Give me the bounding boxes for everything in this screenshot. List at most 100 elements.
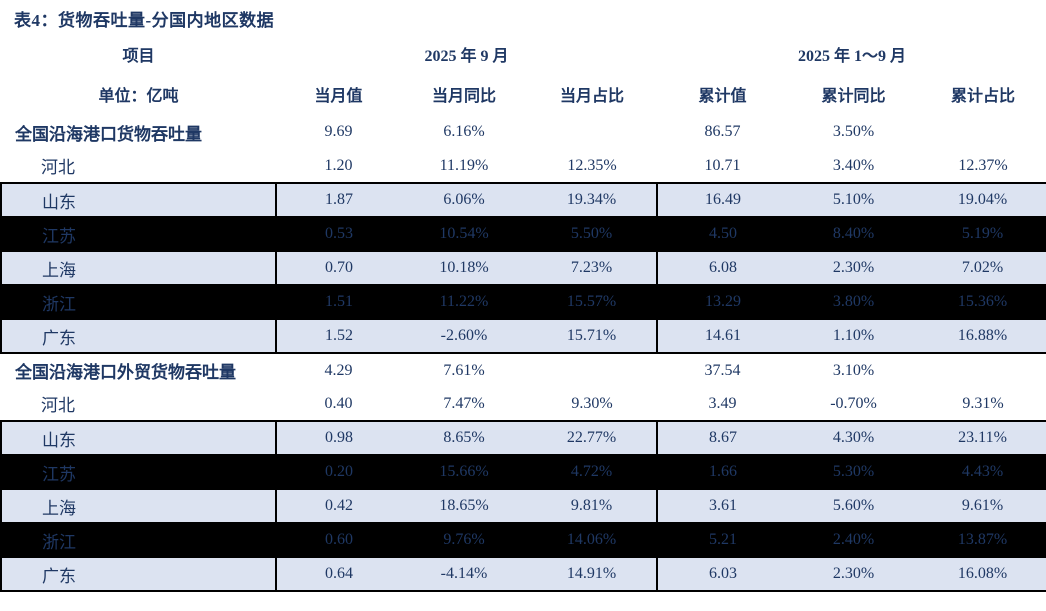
value-cell: -4.14% [401,556,527,592]
row-label: 广东 [0,556,277,592]
value-cell: 3.10% [832,361,875,379]
value-cell [527,353,657,387]
row-label: 河北 [41,158,75,177]
value-cell: 0.64 [276,556,401,592]
value-cell: 6.08 [657,250,789,286]
value-cell: 4.29 [324,361,353,379]
value-cell: 6.06% [401,182,527,218]
value-cell: 3.49 [708,394,737,412]
value-cell: 0.98 [276,420,401,456]
value-cell: 8.40% [788,216,920,252]
value-cell: 15.36% [919,284,1046,320]
value-cell: 11.19% [439,156,489,174]
table-row-province: 山东 1.87 6.06% 19.34% 16.49 5.10% 19.04% [0,182,1046,218]
value-cell: 3.50% [832,123,875,140]
row-label: 山东 [0,420,277,456]
header-period-current-month: 2025 年 9 月 [424,48,509,65]
value-cell: 5.30% [788,454,920,490]
value-cell: 23.11% [919,420,1046,456]
value-cell: 7.61% [443,361,485,379]
value-cell: 5.21 [657,522,789,558]
value-cell: 2.30% [788,250,920,286]
value-cell: -2.60% [401,318,527,354]
value-cell: 10.18% [401,250,527,286]
value-cell: 12.37% [958,156,1008,174]
value-cell: 5.60% [788,488,920,524]
row-label: 全国沿海港口外贸货物吞吐量 [15,363,236,382]
value-cell: 7.02% [919,250,1046,286]
table-row-province: 上海 0.70 10.18% 7.23% 6.08 2.30% 7.02% [0,250,1046,286]
value-cell: 4.50 [657,216,789,252]
row-label: 江苏 [0,454,277,490]
value-cell: 15.66% [401,454,527,490]
value-cell: 1.66 [657,454,789,490]
table-row-province: 河北 1.20 11.19% 12.35% 10.71 3.40% 12.37% [1,149,1046,183]
value-cell: 16.49 [657,182,789,218]
value-cell: 0.20 [276,454,401,490]
value-cell: 0.70 [276,250,401,286]
value-cell: 5.10% [788,182,920,218]
value-cell: 8.65% [401,420,527,456]
row-label: 山东 [0,182,277,218]
header-unit-label: 单位：亿吨 [98,88,179,105]
value-cell: 3.80% [788,284,920,320]
table-row-province: 江苏 0.53 10.54% 5.50% 4.50 8.40% 5.19% [0,216,1046,252]
value-cell: 15.57% [527,284,659,320]
value-cell: 3.61 [657,488,789,524]
value-cell: -0.70% [830,394,877,412]
value-cell: 12.35% [567,156,617,174]
value-cell: 9.30% [571,394,613,412]
row-label: 上海 [0,488,277,524]
table-row-province: 广东 1.52 -2.60% 15.71% 14.61 1.10% 16.88% [0,318,1046,354]
value-cell: 9.69 [324,123,353,140]
value-cell: 86.57 [704,123,741,140]
value-cell: 14.91% [527,556,659,592]
value-cell: 16.08% [919,556,1046,592]
value-cell: 4.30% [788,420,920,456]
row-label: 河北 [41,396,75,415]
value-cell: 4.43% [919,454,1046,490]
value-cell: 1.20 [324,156,353,174]
table-row-section: 全国沿海港口货物吞吐量 9.69 6.16% 86.57 3.50% [1,115,1046,149]
value-cell [527,115,657,149]
value-cell: 37.54 [704,361,741,379]
header-period-cumulative: 2025 年 1～9 月 [798,48,907,65]
value-cell: 13.29 [657,284,789,320]
value-cell: 0.40 [324,394,353,412]
row-label: 全国沿海港口货物吞吐量 [15,124,202,144]
col-header-cum-share: 累计占比 [951,88,1016,105]
header-columns-row: 单位：亿吨 当月值 当月同比 当月占比 累计值 累计同比 累计占比 [1,73,1046,115]
table-row-province: 浙江 1.51 11.22% 15.57% 13.29 3.80% 15.36% [0,284,1046,320]
header-group-row: 项目 2025 年 9 月 2025 年 1～9 月 [1,35,1046,73]
value-cell: 7.47% [443,394,485,412]
col-header-cum-yoy: 累计同比 [821,88,886,105]
col-header-month-value: 当月值 [314,88,363,105]
header-item-label: 项目 [122,48,155,65]
col-header-month-yoy: 当月同比 [431,88,496,105]
value-cell: 19.04% [919,182,1046,218]
value-cell: 19.34% [527,182,659,218]
value-cell: 0.53 [276,216,401,252]
value-cell: 9.81% [527,488,659,524]
value-cell [919,115,1046,149]
table-row-province: 上海 0.42 18.65% 9.81% 3.61 5.60% 9.61% [0,488,1046,524]
col-header-month-share: 当月占比 [560,88,625,105]
value-cell: 2.40% [788,522,920,558]
value-cell: 8.67 [657,420,789,456]
value-cell: 11.22% [401,284,527,320]
row-label: 浙江 [0,284,277,320]
table-row-province: 山东 0.98 8.65% 22.77% 8.67 4.30% 23.11% [0,420,1046,456]
table-row-province: 河北 0.40 7.47% 9.30% 3.49 -0.70% 9.31% [1,387,1046,421]
value-cell: 14.61 [657,318,789,354]
table-body: 全国沿海港口货物吞吐量 9.69 6.16% 86.57 3.50% 河北 1.20 11.1… [0,115,1046,592]
value-cell: 9.61% [919,488,1046,524]
row-label: 上海 [0,250,277,286]
value-cell: 14.06% [527,522,659,558]
value-cell: 7.23% [527,250,659,286]
value-cell: 18.65% [401,488,527,524]
value-cell: 6.16% [443,123,485,140]
row-label: 浙江 [0,522,277,558]
value-cell: 1.10% [788,318,920,354]
value-cell: 22.77% [527,420,659,456]
